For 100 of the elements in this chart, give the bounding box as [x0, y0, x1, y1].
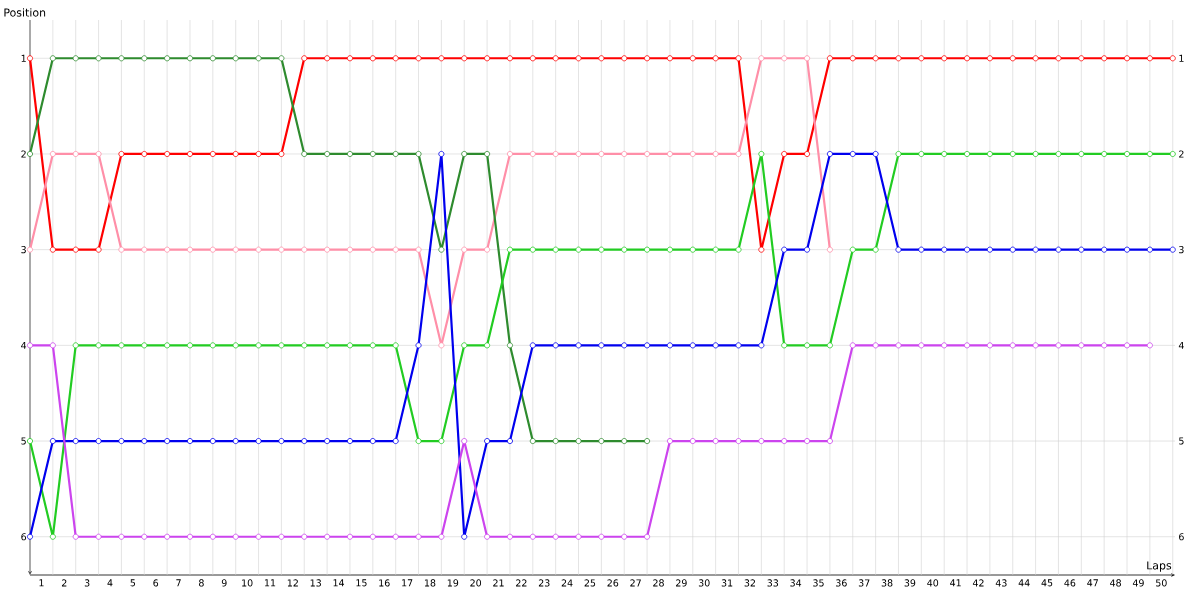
point: [95, 533, 102, 540]
point: [72, 533, 79, 540]
x-tick-label: 12: [287, 579, 298, 587]
point: [118, 438, 125, 445]
x-tick-label: 27: [630, 579, 641, 587]
point: [1078, 246, 1085, 253]
point: [27, 533, 33, 540]
point: [826, 55, 833, 62]
point: [804, 55, 811, 62]
point: [95, 150, 102, 157]
y-axis-title: Position: [4, 8, 46, 17]
x-tick-label: 20: [470, 579, 482, 587]
point: [484, 438, 491, 445]
point: [986, 246, 993, 253]
x-tick-label: 14: [333, 579, 345, 587]
point: [1055, 150, 1062, 157]
x-tick-label: 32: [744, 579, 755, 587]
x-tick-label: 37: [858, 579, 870, 587]
point: [461, 342, 468, 349]
x-tick-label: 17: [402, 579, 413, 587]
point: [598, 55, 605, 62]
point: [415, 533, 422, 540]
point: [529, 438, 536, 445]
point: [1009, 342, 1016, 349]
x-tick-label: 16: [379, 579, 390, 587]
x-tick-label: 28: [653, 579, 664, 587]
point: [666, 438, 673, 445]
point: [232, 438, 239, 445]
x-tick-label: 39: [904, 579, 916, 587]
x-tick-label: 23: [538, 579, 550, 587]
point: [369, 533, 376, 540]
point: [621, 55, 628, 62]
point: [1124, 55, 1131, 62]
y2-tick-label: 2: [1179, 150, 1184, 158]
point: [644, 342, 651, 349]
point: [918, 150, 925, 157]
point: [941, 246, 948, 253]
point: [666, 246, 673, 253]
point: [49, 150, 56, 157]
point: [598, 438, 605, 445]
point: [346, 150, 353, 157]
point: [872, 150, 879, 157]
point: [735, 438, 742, 445]
point: [209, 533, 216, 540]
point: [986, 55, 993, 62]
point: [72, 55, 79, 62]
point: [895, 55, 902, 62]
point: [118, 150, 125, 157]
point: [964, 246, 971, 253]
point: [438, 438, 445, 445]
point: [644, 533, 651, 540]
point: [506, 150, 513, 157]
point: [346, 55, 353, 62]
x-tick-label: 6: [153, 579, 159, 587]
x-tick-label: 36: [836, 579, 847, 587]
point: [1078, 342, 1085, 349]
point: [301, 438, 308, 445]
point: [941, 150, 948, 157]
point: [186, 533, 193, 540]
point: [758, 246, 765, 253]
point: [186, 342, 193, 349]
point: [27, 246, 33, 253]
point: [735, 150, 742, 157]
point: [255, 342, 262, 349]
point: [255, 150, 262, 157]
point: [872, 55, 879, 62]
point: [689, 246, 696, 253]
point: [27, 438, 33, 445]
x-tick-label: 21: [493, 579, 504, 587]
x-tick-label: 11: [265, 579, 276, 587]
point: [1101, 150, 1108, 157]
point: [278, 150, 285, 157]
point: [301, 342, 308, 349]
point: [484, 342, 491, 349]
point: [918, 55, 925, 62]
point: [278, 438, 285, 445]
point: [986, 150, 993, 157]
point: [621, 342, 628, 349]
point: [666, 342, 673, 349]
point: [324, 150, 331, 157]
point: [552, 55, 559, 62]
point: [232, 55, 239, 62]
point: [689, 342, 696, 349]
point: [392, 342, 399, 349]
point: [1169, 246, 1176, 253]
x-tick-label: 31: [721, 579, 733, 587]
point: [438, 533, 445, 540]
point: [621, 533, 628, 540]
point: [575, 342, 582, 349]
x-tick-label: 1: [39, 579, 44, 587]
point: [209, 246, 216, 253]
point: [164, 55, 171, 62]
point: [552, 438, 559, 445]
point: [484, 150, 491, 157]
point: [895, 246, 902, 253]
x-tick-label: 34: [790, 579, 802, 587]
point: [49, 438, 56, 445]
point: [255, 438, 262, 445]
x-tick-label: 48: [1110, 579, 1121, 587]
point: [324, 438, 331, 445]
